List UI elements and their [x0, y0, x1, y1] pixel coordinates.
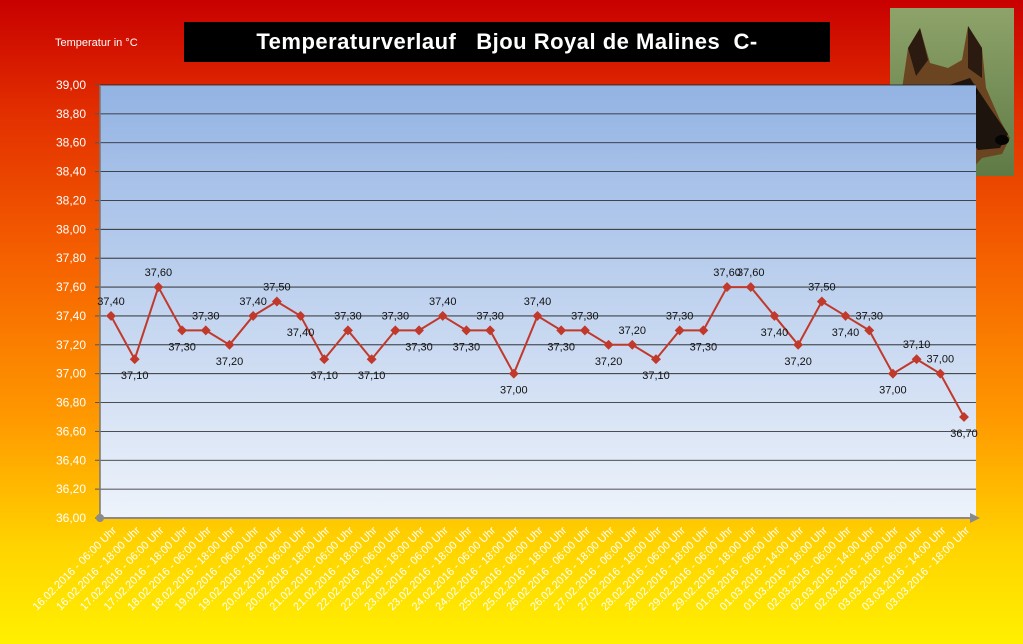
- data-label: 37,30: [382, 310, 410, 322]
- data-label: 37,30: [547, 341, 575, 353]
- data-point: [935, 368, 946, 379]
- data-label: 37,30: [192, 310, 220, 322]
- data-label: 37,30: [690, 341, 718, 353]
- data-label: 37,40: [429, 296, 457, 308]
- data-label: 37,50: [808, 282, 836, 294]
- data-label: 37,10: [642, 370, 670, 382]
- data-label: 36,70: [950, 428, 978, 440]
- data-point: [485, 325, 496, 336]
- data-label: 37,10: [903, 339, 931, 351]
- data-point: [271, 296, 282, 307]
- x-axis-arrow: [970, 513, 980, 523]
- data-point: [745, 282, 756, 293]
- data-label: 37,40: [287, 327, 315, 339]
- y-tick-label: 39,00: [56, 78, 86, 92]
- data-label: 37,60: [737, 267, 765, 279]
- y-tick-label: 38,80: [56, 107, 86, 121]
- data-point: [911, 354, 922, 365]
- data-label: 37,30: [405, 341, 433, 353]
- data-label: 37,40: [239, 296, 267, 308]
- data-label: 37,30: [666, 310, 694, 322]
- data-point: [698, 325, 709, 336]
- y-axis-unit-label: Temperatur in °C: [55, 37, 138, 49]
- data-label: 37,10: [358, 370, 386, 382]
- data-point: [887, 368, 898, 379]
- data-point: [224, 339, 235, 350]
- data-point: [603, 339, 614, 350]
- data-point: [556, 325, 567, 336]
- y-tick-label: 36,60: [56, 424, 86, 438]
- data-label: 37,30: [571, 310, 599, 322]
- data-point: [414, 325, 424, 336]
- data-label: 37,30: [476, 310, 504, 322]
- y-tick-label: 38,60: [56, 136, 86, 150]
- data-label: 37,60: [713, 267, 741, 279]
- data-label: 37,00: [500, 385, 528, 397]
- y-tick-label: 36,40: [56, 453, 86, 467]
- data-point: [366, 354, 377, 365]
- data-point: [769, 310, 780, 321]
- data-label: 37,50: [263, 282, 291, 294]
- data-point: [627, 339, 638, 350]
- y-tick-label: 38,40: [56, 165, 86, 179]
- data-point: [200, 325, 211, 336]
- y-tick-label: 37,40: [56, 309, 86, 323]
- data-label: 37,40: [97, 296, 125, 308]
- data-point: [153, 282, 164, 293]
- data-point: [437, 310, 448, 321]
- data-label: 37,10: [310, 370, 338, 382]
- data-label: 37,40: [761, 327, 789, 339]
- data-point: [651, 354, 661, 365]
- data-label: 37,40: [832, 327, 860, 339]
- data-point: [177, 325, 188, 336]
- data-point: [674, 325, 685, 336]
- data-point: [390, 325, 401, 336]
- data-point: [816, 296, 827, 307]
- data-label: 37,30: [334, 310, 362, 322]
- data-label: 37,20: [619, 325, 647, 337]
- y-tick-label: 37,20: [56, 338, 86, 352]
- data-point: [532, 310, 543, 321]
- y-tick-label: 36,80: [56, 396, 86, 410]
- y-tick-label: 37,80: [56, 251, 86, 265]
- data-point: [129, 354, 140, 365]
- data-point: [461, 325, 472, 336]
- data-point: [793, 339, 804, 350]
- data-point: [840, 310, 851, 321]
- data-label: 37,20: [216, 356, 244, 368]
- data-label: 37,20: [595, 356, 623, 368]
- data-point: [722, 282, 733, 293]
- data-label: 37,00: [927, 354, 955, 366]
- data-label: 37,10: [121, 370, 149, 382]
- chart-title: Temperaturverlauf Bjou Royal de Malines …: [184, 22, 830, 62]
- data-label: 37,30: [453, 341, 481, 353]
- y-tick-label: 38,20: [56, 193, 86, 207]
- data-label: 37,20: [784, 356, 812, 368]
- y-tick-label: 38,00: [56, 222, 86, 236]
- y-tick-label: 36,20: [56, 482, 86, 496]
- data-label: 37,30: [168, 341, 196, 353]
- data-point: [959, 412, 969, 422]
- y-tick-label: 36,00: [56, 511, 86, 525]
- data-label: 37,30: [855, 310, 883, 322]
- data-point: [864, 325, 875, 336]
- plot-area: [100, 85, 976, 518]
- y-tick-label: 37,00: [56, 367, 86, 381]
- data-label: 37,60: [145, 267, 173, 279]
- data-point: [319, 354, 330, 365]
- data-label: 37,40: [524, 296, 552, 308]
- data-point: [508, 368, 519, 379]
- data-point: [295, 310, 306, 321]
- data-point: [342, 325, 353, 336]
- data-label: 37,00: [879, 385, 907, 397]
- axis-origin-dot: [96, 514, 104, 522]
- data-point: [579, 325, 590, 336]
- data-point: [248, 310, 259, 321]
- y-tick-label: 37,60: [56, 280, 86, 294]
